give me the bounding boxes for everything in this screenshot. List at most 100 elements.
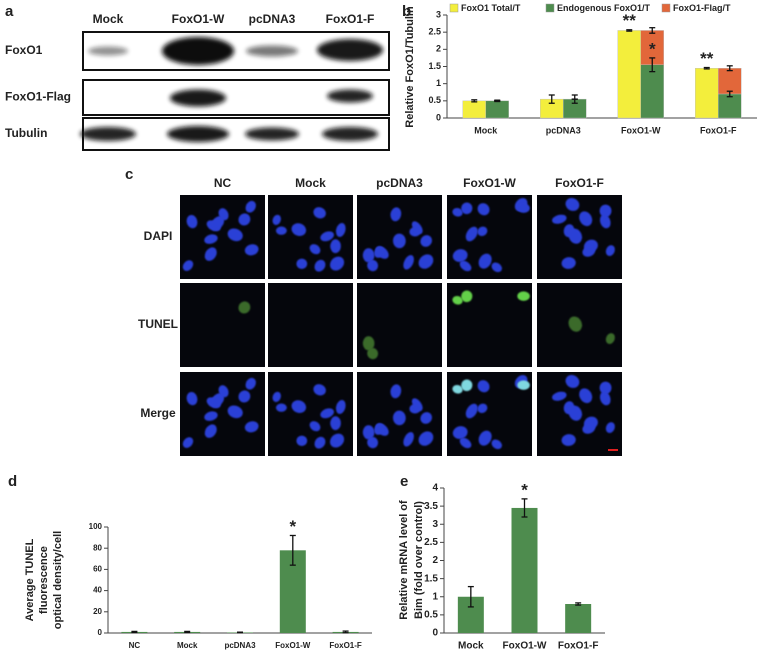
nucleus — [552, 391, 567, 401]
nucleus — [605, 333, 615, 344]
nucleus — [227, 228, 243, 242]
bar — [718, 93, 742, 119]
y-tick-label: 2.5 — [424, 537, 438, 548]
nucleus — [565, 197, 580, 211]
nucleus — [465, 226, 478, 242]
row-label: DAPI — [144, 229, 173, 243]
legend-label: Endogenous FoxO1/T — [557, 3, 651, 13]
column-label: Mock — [295, 176, 326, 190]
nucleus — [218, 208, 229, 221]
legend-label: FoxO1-Flag/T — [673, 3, 731, 13]
nucleus — [517, 380, 530, 390]
nucleus — [452, 384, 463, 394]
y-tick-label: 2 — [432, 555, 438, 566]
nucleus — [204, 424, 217, 438]
nucleus — [182, 437, 194, 448]
error-bar — [649, 27, 656, 34]
nucleus — [204, 411, 218, 421]
nucleus — [329, 433, 345, 448]
nucleus — [568, 316, 582, 332]
row-label: TUNEL — [138, 317, 178, 331]
panel-label: c — [125, 166, 133, 183]
legend-label: FoxO1 Total/T — [461, 3, 521, 13]
legend-swatch — [449, 3, 459, 13]
nucleus — [477, 403, 488, 414]
nucleus — [411, 398, 423, 411]
y-axis-label: Average TUNEL — [24, 538, 36, 621]
nucleus — [392, 410, 406, 426]
blot-row-label: FoxO1 — [5, 43, 43, 57]
panel-label: a — [5, 3, 14, 20]
nucleus — [275, 403, 287, 412]
nucleus — [459, 437, 472, 449]
x-tick-label: FoxO1-W — [275, 641, 311, 650]
nucleus — [309, 244, 321, 255]
nucleus — [335, 400, 346, 414]
nucleus — [204, 247, 217, 261]
bar — [640, 64, 664, 119]
y-tick-label: 60 — [93, 565, 102, 574]
blot-row-label: Tubulin — [5, 126, 47, 140]
y-tick-label: 3 — [432, 519, 438, 530]
nucleus — [211, 393, 225, 407]
nucleus — [244, 421, 259, 433]
column-label: NC — [214, 176, 232, 190]
nucleus — [218, 385, 229, 398]
nucleus — [245, 377, 256, 390]
nucleus — [452, 249, 468, 262]
blot-band — [80, 127, 136, 141]
nucleus — [465, 403, 478, 419]
blot-band — [317, 39, 383, 61]
bar — [695, 68, 719, 119]
y-tick-label: 1.5 — [424, 573, 438, 584]
bar — [617, 30, 641, 119]
nucleus — [238, 301, 251, 314]
significance: * — [289, 517, 296, 536]
lane-label: Mock — [93, 12, 124, 26]
nucleus — [491, 439, 502, 450]
nucleus — [582, 423, 596, 434]
bar — [485, 100, 509, 119]
y-axis-label: Relative mRNA level of — [398, 500, 410, 620]
nucleus — [211, 216, 225, 230]
nucleus — [579, 211, 593, 227]
x-tick-label: pcDNA3 — [224, 641, 256, 650]
panel-label: e — [400, 473, 408, 490]
y-tick-label: 0.5 — [424, 610, 438, 621]
lane-label: pcDNA3 — [249, 12, 296, 26]
y-tick-label: 3.5 — [424, 501, 438, 512]
nucleus — [552, 214, 567, 224]
scale-bar — [608, 449, 618, 451]
error-bar — [237, 631, 243, 634]
error-bar — [184, 630, 191, 634]
x-tick-label: Mock — [177, 641, 198, 650]
nucleus — [392, 233, 406, 249]
nucleus — [182, 260, 194, 271]
blot-band — [327, 89, 373, 103]
x-tick-label: FoxO1-F — [558, 641, 599, 652]
nucleus — [477, 380, 490, 393]
error-bar — [726, 65, 733, 72]
nucleus — [335, 223, 346, 237]
nucleus — [599, 214, 611, 229]
y-tick-label: 0 — [98, 628, 103, 637]
nucleus — [477, 226, 488, 237]
y-axis-label: optical density/cell — [52, 531, 64, 629]
nucleus — [244, 244, 259, 256]
y-tick-label: 0.5 — [428, 95, 441, 105]
nucleus — [272, 214, 281, 225]
blot-band — [245, 127, 299, 141]
error-bar — [703, 66, 710, 70]
nucleus — [568, 405, 582, 421]
bar — [565, 604, 592, 633]
nucleus — [204, 234, 218, 244]
significance: ** — [623, 11, 637, 30]
nucleus — [186, 391, 198, 406]
y-tick-label: 0 — [432, 628, 438, 639]
nucleus — [403, 255, 414, 270]
nucleus — [411, 221, 423, 234]
nucleus — [418, 254, 434, 269]
nucleus — [582, 246, 596, 257]
y-tick-label: 1 — [432, 591, 438, 602]
error-bar — [548, 94, 555, 104]
